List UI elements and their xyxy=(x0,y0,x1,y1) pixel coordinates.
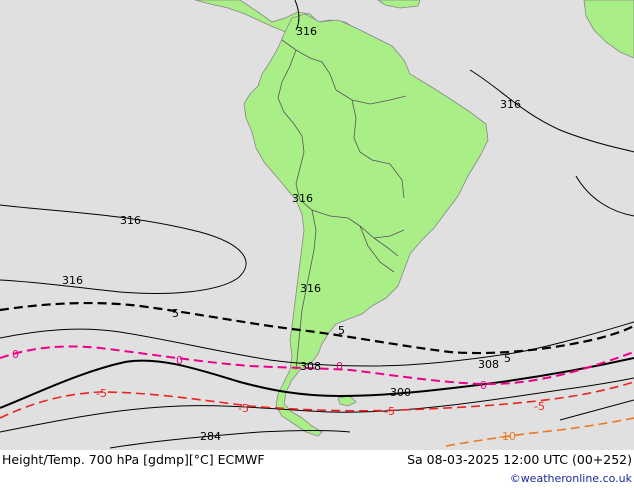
land-africa-corner xyxy=(583,0,634,59)
contour-316-north xyxy=(294,0,300,31)
label-316-north: 316 xyxy=(296,25,317,38)
label-316-west: 316 xyxy=(62,274,83,287)
label-t5-a: 5 xyxy=(172,307,179,320)
contour-316-east xyxy=(469,69,634,153)
isotherm-minus5 xyxy=(0,381,634,419)
label-284: 284 xyxy=(200,430,221,443)
isotherm-minus10 xyxy=(445,417,634,447)
contour-316-atlantic-low xyxy=(575,175,634,217)
label-tm5-a: -5 xyxy=(96,387,107,400)
label-tm5-d: -5 xyxy=(534,400,545,413)
contour-284 xyxy=(109,430,351,449)
isotherms xyxy=(0,301,634,447)
borders-layer xyxy=(277,39,407,371)
isotherm-0 xyxy=(0,345,634,386)
label-tm5-b: -5 xyxy=(238,402,249,415)
weather-map: 316 316 316 316 316 316 308 308 300 284 … xyxy=(0,0,634,449)
label-tm10: -10 xyxy=(498,430,516,443)
contour-316-pacific xyxy=(0,204,247,294)
map-panel: 316 316 316 316 316 316 308 308 300 284 … xyxy=(0,0,634,450)
contour-292 xyxy=(0,377,634,433)
contour-300 xyxy=(0,357,634,409)
forecast-time: Sa 08-03-2025 12:00 UTC (00+252) xyxy=(407,452,632,467)
label-308-a: 308 xyxy=(300,360,321,373)
contour-308-pacific xyxy=(0,321,634,367)
label-308-b: 308 xyxy=(478,358,499,371)
label-300: 300 xyxy=(390,386,411,399)
map-footer: Height/Temp. 700 hPa [gdmp][°C] ECMWF Sa… xyxy=(0,450,634,490)
label-t0-c: 0 xyxy=(336,360,343,373)
land-falklands xyxy=(337,395,357,407)
label-316-pacific: 316 xyxy=(120,214,141,227)
land-south-america xyxy=(243,13,489,437)
label-316-andes: 316 xyxy=(292,192,313,205)
height-contours xyxy=(0,0,634,449)
land-layer xyxy=(194,0,634,437)
label-t5-c: 5 xyxy=(504,352,511,365)
land-caribbean-islands xyxy=(377,0,421,9)
isotherm-plus5 xyxy=(0,301,634,355)
label-tm5-c: -5 xyxy=(384,405,395,418)
map-title: Height/Temp. 700 hPa [gdmp][°C] ECMWF xyxy=(2,452,265,467)
label-t0-a: 0 xyxy=(12,348,19,361)
label-t0-d: 0 xyxy=(480,379,487,392)
label-316-south: 316 xyxy=(300,282,321,295)
label-316-east: 316 xyxy=(500,98,521,111)
contour-284-east xyxy=(559,399,634,421)
label-t0-b: 0 xyxy=(176,354,183,367)
label-t5-b: 5 xyxy=(338,324,345,337)
credit-link[interactable]: ©weatheronline.co.uk xyxy=(509,472,632,485)
contour-labels: 316 316 316 316 316 316 308 308 300 284 … xyxy=(12,25,545,443)
